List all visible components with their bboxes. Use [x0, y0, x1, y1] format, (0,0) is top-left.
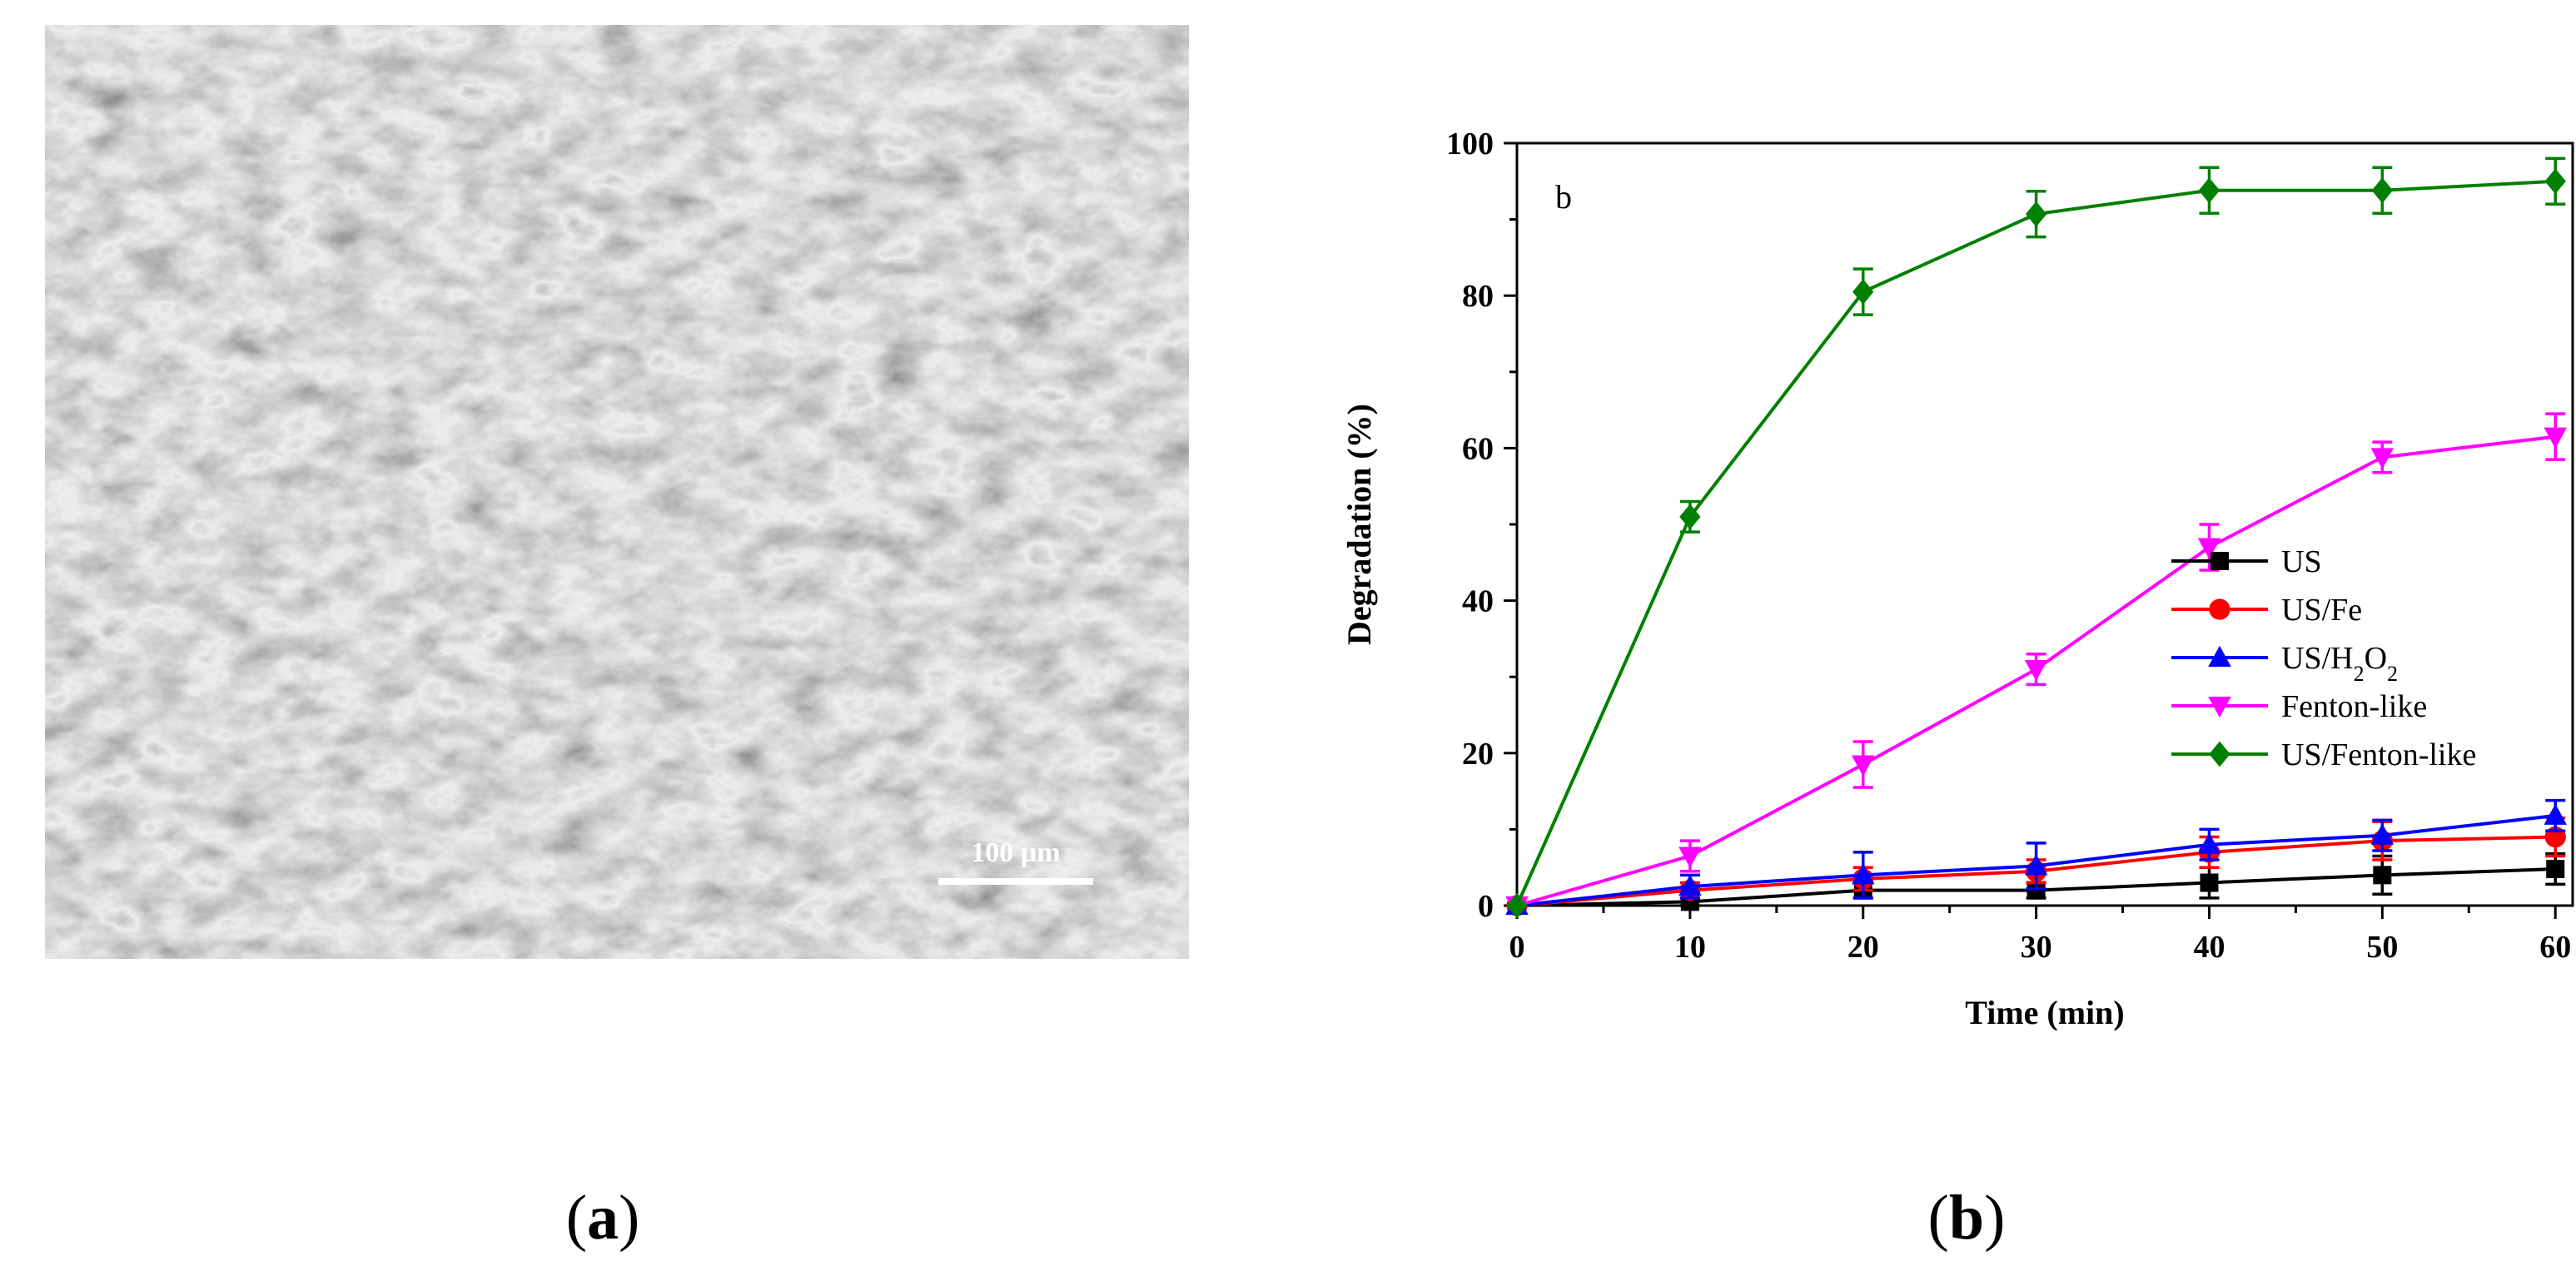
legend-marker	[2208, 645, 2231, 667]
scale-bar	[938, 878, 1093, 885]
series-us-fenton-like	[1506, 156, 2566, 919]
legend-entry: US/Fe	[2171, 593, 2362, 628]
legend-marker	[2210, 552, 2229, 570]
y-tick-label: 0	[1478, 889, 1494, 924]
legend-label: US	[2281, 544, 2322, 579]
y-tick-label: 20	[1462, 737, 1494, 772]
data-point	[2373, 866, 2392, 885]
data-point	[2197, 832, 2221, 854]
legend-marker	[2208, 697, 2231, 718]
x-tick-label: 20	[1847, 930, 1879, 965]
series-us-h2o2	[1505, 798, 2567, 915]
data-point	[2025, 201, 2047, 227]
sem-image: 100 µm	[45, 25, 1189, 959]
y-axis-label: Degradation (%)	[1340, 404, 1378, 645]
x-tick-label: 0	[1509, 930, 1525, 965]
data-point	[1678, 846, 1702, 868]
data-point	[2371, 177, 2393, 204]
data-point	[2544, 168, 2566, 195]
scale-bar-label: 100 µm	[971, 837, 1060, 868]
legend-label: US/Fe	[2281, 593, 2362, 628]
data-point	[2024, 854, 2048, 876]
series-line	[1515, 179, 2556, 906]
x-tick-label: 50	[2366, 930, 2398, 965]
sem-micrograph: 100 µm	[45, 25, 1189, 959]
y-tick-label: 100	[1446, 127, 1494, 161]
data-point	[2544, 803, 2567, 825]
data-point	[2370, 823, 2394, 845]
legend-entry: US	[2171, 544, 2322, 579]
legend-entry: US/H2O2	[2171, 641, 2398, 686]
legend-label: US/H2O2	[2281, 641, 2398, 686]
data-point	[1678, 874, 1702, 896]
legend-label: Fenton-like	[2281, 689, 2427, 724]
legend-label: US/Fenton-like	[2281, 737, 2476, 772]
caption-b: (b)	[1927, 1183, 2006, 1253]
x-tick-label: 30	[2021, 930, 2052, 965]
degradation-chart: 0 10 20 30 40 50 60 0 20 40 60 80 100 Time (min) Degra…	[1299, 117, 2576, 1065]
caption-a: (a)	[565, 1183, 640, 1253]
series-fenton-like	[1505, 412, 2567, 918]
data-point	[2026, 881, 2046, 900]
chart-svg: 0 10 20 30 40 50 60 0 20 40 60 80 100 Time (min) Degra…	[1340, 127, 2574, 1031]
data-point	[1851, 863, 1875, 885]
data-point	[2198, 177, 2220, 204]
data-point	[1851, 755, 1875, 777]
legend-entry: US/Fenton-like	[2171, 737, 2476, 772]
x-tick-label: 40	[2193, 930, 2225, 965]
x-tick-label: 60	[2539, 930, 2571, 965]
data-point	[2024, 660, 2048, 682]
legend-marker	[2209, 598, 2230, 620]
plot-frame	[1515, 141, 2574, 907]
data-point	[2197, 538, 2221, 559]
data-point	[2370, 448, 2394, 469]
y-tick-label: 40	[1462, 584, 1494, 619]
data-point	[1506, 892, 1528, 919]
legend-entry: Fenton-like	[2171, 689, 2427, 724]
y-tick-label: 80	[1462, 279, 1494, 314]
y-tick-label: 60	[1462, 431, 1494, 466]
data-point	[2544, 427, 2567, 449]
data-point	[2546, 860, 2565, 879]
legend-marker	[2209, 741, 2230, 767]
panel-label: b	[1555, 178, 1572, 216]
x-tick-label: 10	[1674, 930, 1706, 965]
data-point	[2200, 873, 2219, 892]
x-axis-label: Time (min)	[1965, 994, 2124, 1031]
